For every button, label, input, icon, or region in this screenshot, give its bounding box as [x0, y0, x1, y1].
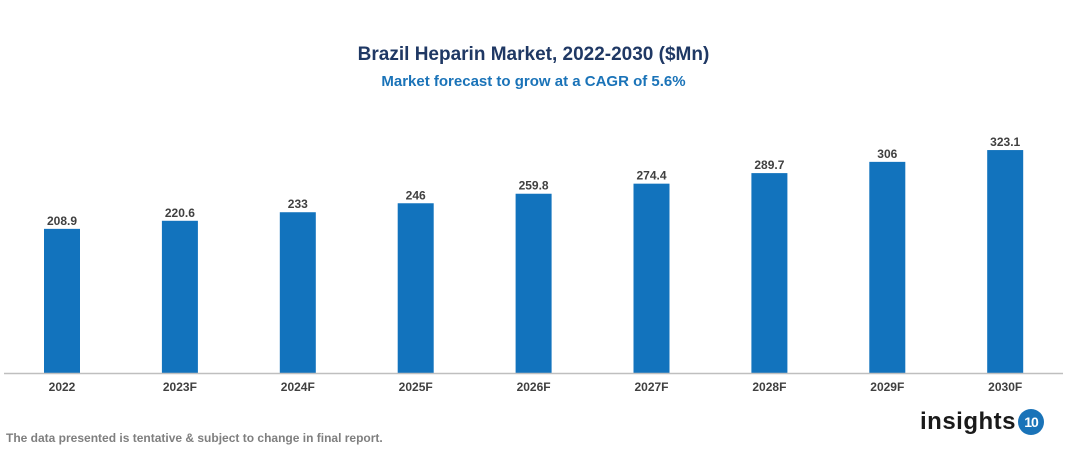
chart-title: Brazil Heparin Market, 2022-2030 ($Mn): [357, 44, 710, 65]
data-label: 274.4: [636, 169, 666, 183]
bar-2027F: [633, 183, 670, 373]
x-tick-label: 2030F: [988, 380, 1022, 394]
insights10-logo: insights 10: [920, 408, 1045, 436]
logo-badge: 10: [1018, 409, 1045, 435]
data-label: 220.6: [165, 206, 195, 220]
data-label: 323.1: [990, 135, 1020, 149]
data-label: 246: [406, 188, 426, 202]
disclaimer-footer: The data presented is tentative & subjec…: [6, 431, 383, 445]
bar-2028F: [751, 173, 788, 373]
x-tick-label: 2028F: [752, 380, 786, 394]
bar-2029F: [869, 161, 906, 373]
data-label: 208.9: [47, 214, 77, 228]
x-tick-label: 2024F: [281, 380, 315, 394]
data-label: 289.7: [754, 158, 784, 172]
logo-text: insights: [920, 408, 1017, 435]
x-tick-label: 2026F: [517, 380, 551, 394]
chart-subtitle: Market forecast to grow at a CAGR of 5.6…: [381, 73, 686, 90]
bar-2023F: [161, 220, 198, 373]
bar-2026F: [515, 193, 552, 373]
x-tick-label: 2029F: [870, 380, 904, 394]
bar-2030F: [987, 150, 1024, 373]
bar-2024F: [279, 212, 316, 373]
x-tick-label: 2025F: [399, 380, 433, 394]
x-tick-label: 2027F: [634, 380, 668, 394]
x-tick-label: 2023F: [163, 380, 197, 394]
bar-2025F: [397, 203, 434, 373]
data-label: 259.8: [519, 179, 549, 193]
x-tick-label: 2022: [49, 380, 76, 394]
data-label: 306: [877, 147, 897, 161]
bar-2022: [44, 228, 80, 373]
data-label: 233: [288, 197, 308, 211]
